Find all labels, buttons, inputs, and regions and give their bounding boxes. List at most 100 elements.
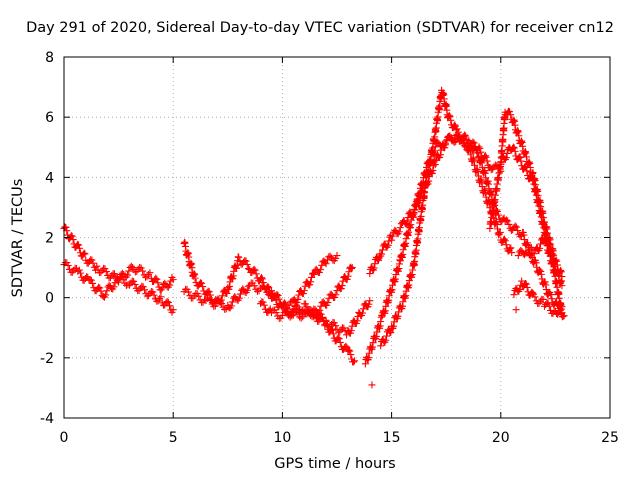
data-point <box>264 290 272 298</box>
series-track-13 <box>514 234 566 318</box>
data-point <box>131 280 139 288</box>
data-point <box>446 113 454 121</box>
data-point <box>307 278 315 286</box>
data-point <box>236 290 244 298</box>
data-point <box>288 312 296 320</box>
y-tick-label: 4 <box>45 170 54 186</box>
data-point <box>545 302 553 310</box>
data-point <box>260 301 268 309</box>
data-point <box>303 303 311 311</box>
data-point <box>501 237 509 245</box>
data-point <box>523 167 531 175</box>
data-point <box>80 249 88 257</box>
data-point <box>359 305 367 313</box>
data-point <box>506 108 514 116</box>
data-point <box>340 324 348 332</box>
y-tick-label: 0 <box>45 291 54 307</box>
data-point <box>476 144 484 152</box>
data-point <box>198 279 206 287</box>
data-point <box>258 275 266 283</box>
data-point <box>460 135 468 143</box>
data-point <box>387 329 395 337</box>
data-point <box>477 148 485 156</box>
x-axis-label: GPS time / hours <box>274 456 396 472</box>
data-point <box>81 250 89 258</box>
data-point <box>424 180 432 188</box>
series-track-4 <box>180 263 356 322</box>
data-point <box>342 342 350 350</box>
data-point <box>89 279 97 287</box>
data-point <box>273 290 281 298</box>
data-point <box>241 257 249 264</box>
series-track-6 <box>289 297 374 339</box>
data-point <box>95 283 103 291</box>
data-point <box>317 266 325 274</box>
y-tick-label: 6 <box>45 110 54 126</box>
data-point <box>146 269 154 277</box>
data-point <box>530 250 538 258</box>
data-point <box>261 285 269 293</box>
data-point <box>379 246 386 254</box>
data-point <box>517 157 525 165</box>
data-point <box>347 265 355 273</box>
data-point <box>116 274 124 282</box>
data-point <box>275 295 283 303</box>
data-point <box>300 287 308 295</box>
data-point <box>252 270 260 278</box>
data-point <box>529 169 537 177</box>
data-point <box>97 287 105 295</box>
x-tick-label: 20 <box>492 430 510 446</box>
data-point <box>509 143 517 151</box>
data-point <box>218 300 226 308</box>
data-point <box>536 244 544 252</box>
data-point <box>345 346 353 354</box>
data-point <box>152 274 160 282</box>
data-point <box>243 286 251 294</box>
axis-ticks: 0 5 10 15 20 25 -4 -2 0 2 4 6 8 <box>40 50 619 446</box>
data-point <box>531 293 539 301</box>
data-point <box>512 223 520 231</box>
data-point <box>506 245 514 253</box>
data-point <box>371 260 379 268</box>
data-point <box>492 206 500 214</box>
data-point <box>500 235 508 243</box>
data-point <box>62 223 70 231</box>
data-point <box>251 266 259 274</box>
data-point <box>518 277 526 285</box>
data-point <box>169 306 177 314</box>
data-point <box>227 302 235 310</box>
data-point <box>537 240 545 248</box>
data-point <box>516 285 524 293</box>
data-point <box>403 218 411 226</box>
data-point <box>242 257 250 265</box>
data-point <box>166 281 174 289</box>
data-point <box>333 252 341 260</box>
data-point <box>366 297 374 305</box>
data-point <box>344 272 352 280</box>
data-point <box>521 279 529 287</box>
data-point <box>558 309 566 317</box>
data-point <box>502 216 510 224</box>
data-point <box>169 276 177 284</box>
data-point <box>235 294 243 302</box>
chart-title: Day 291 of 2020, Sidereal Day-to-day VTE… <box>26 20 614 36</box>
data-point <box>332 322 340 330</box>
data-point <box>475 143 483 151</box>
data-point <box>86 276 94 284</box>
data-point <box>322 316 330 324</box>
data-point <box>250 265 258 273</box>
data-point <box>395 228 403 236</box>
data-point <box>259 298 267 306</box>
data-point <box>343 275 351 283</box>
data-point <box>436 151 444 159</box>
data-point <box>337 285 345 293</box>
data-point <box>150 291 158 299</box>
x-tick-label: 25 <box>601 430 619 446</box>
data-point <box>335 335 343 343</box>
data-point <box>347 327 355 335</box>
data-point <box>350 358 358 366</box>
data-point <box>416 196 424 204</box>
data-point <box>540 279 548 287</box>
data-point <box>124 271 132 279</box>
x-tick-label: 0 <box>60 430 69 446</box>
